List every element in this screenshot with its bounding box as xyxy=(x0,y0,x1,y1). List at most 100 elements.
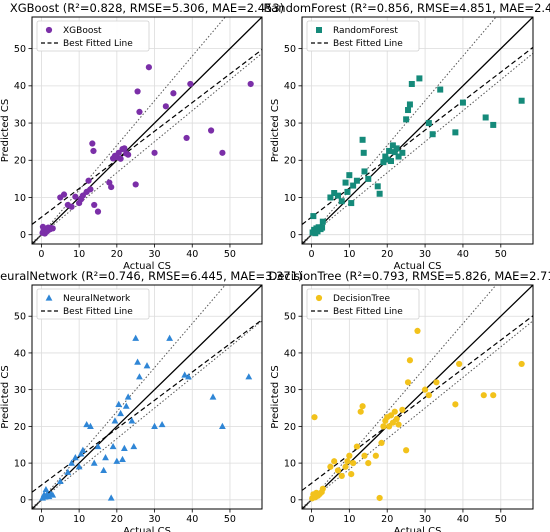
y-tick-label: 40 xyxy=(284,81,296,92)
data-point xyxy=(108,183,115,191)
data-point xyxy=(49,491,57,498)
plot-frame xyxy=(301,284,534,510)
legend-box xyxy=(36,20,150,52)
data-point xyxy=(376,494,383,502)
y-tick-label: 30 xyxy=(284,385,296,396)
legend-label-fit: Best Fitted Line xyxy=(333,39,403,49)
x-tick-label: 30 xyxy=(148,514,160,525)
data-point xyxy=(346,172,353,179)
data-point xyxy=(348,200,355,207)
data-point xyxy=(482,114,489,121)
data-point xyxy=(353,443,361,450)
data-point xyxy=(416,75,423,82)
data-point xyxy=(437,86,444,93)
x-axis-label: Actual CS xyxy=(123,526,171,532)
legend: NeuralNetwork Best Fitted Line xyxy=(36,288,150,320)
data-point xyxy=(247,80,254,88)
data-point xyxy=(350,459,357,467)
y-axis-label: Predicted CS xyxy=(0,365,11,428)
data-point xyxy=(387,158,394,165)
data-point xyxy=(376,190,383,197)
x-tick-label: 30 xyxy=(419,249,431,260)
data-point xyxy=(490,392,497,399)
data-point xyxy=(121,145,128,152)
data-point xyxy=(209,393,217,400)
data-point xyxy=(117,409,125,417)
data-point xyxy=(79,446,87,453)
y-tick-label: 40 xyxy=(14,348,26,359)
data-point xyxy=(386,147,393,154)
data-point xyxy=(459,99,466,106)
data-point xyxy=(372,452,379,459)
y-tick-label: 20 xyxy=(14,156,26,167)
x-tick-label: 0 xyxy=(38,514,44,525)
best-fitted-line xyxy=(32,49,262,225)
plot-frame xyxy=(301,16,534,245)
data-point xyxy=(384,156,391,163)
data-point xyxy=(393,145,400,152)
data-point xyxy=(219,422,226,429)
data-point xyxy=(113,457,121,464)
data-point xyxy=(359,403,366,410)
data-point xyxy=(183,134,190,142)
data-point xyxy=(310,213,317,220)
data-point xyxy=(120,444,128,452)
data-point xyxy=(151,422,158,429)
data-point xyxy=(145,64,152,71)
data-point xyxy=(181,371,189,378)
data-point xyxy=(166,334,174,341)
chart-title: XGBoost (R²=0.828, RMSE=5.306, MAE=2.453… xyxy=(10,1,284,15)
chart-panel: 0 10 20 30 40 50 0 10 20 30 40 50 RandomForest (R²=0… xyxy=(264,1,550,272)
data-point xyxy=(132,181,139,188)
data-point xyxy=(187,80,194,88)
identity-line xyxy=(302,17,533,244)
y-tick-label: 40 xyxy=(14,81,26,92)
y-tick-label: 20 xyxy=(14,422,26,433)
data-point xyxy=(344,458,351,465)
data-point xyxy=(406,357,414,364)
data-point xyxy=(380,159,387,166)
data-point xyxy=(391,149,398,156)
y-tick-label: 40 xyxy=(284,348,296,359)
y-axis-label: Predicted CS xyxy=(270,99,281,162)
chart-panel: 0 10 20 30 40 50 0 10 20 30 40 50 NeuralNetwork (R²=… xyxy=(0,269,303,532)
legend-box xyxy=(306,20,420,52)
data-point xyxy=(124,393,132,400)
data-point xyxy=(327,463,334,470)
y-tick-label: 50 xyxy=(284,312,296,323)
data-point xyxy=(480,392,487,399)
y-tick-label: 0 xyxy=(290,495,296,506)
data-point xyxy=(125,151,132,158)
data-point xyxy=(64,468,72,475)
plot-frame xyxy=(31,16,263,245)
data-point xyxy=(83,420,91,428)
legend-label-fit: Best Fitted Line xyxy=(63,39,133,49)
x-tick-label: 50 xyxy=(224,249,236,260)
y-tick-label: 20 xyxy=(284,156,296,167)
plot-frame xyxy=(31,284,263,510)
data-point xyxy=(348,471,355,478)
x-axis-label: Actual CS xyxy=(394,261,442,272)
x-axis-label: Actual CS xyxy=(394,526,442,532)
data-point xyxy=(360,149,367,156)
lower-band-line xyxy=(302,52,533,243)
legend-label-fit: Best Fitted Line xyxy=(63,307,133,317)
y-tick-label: 0 xyxy=(20,230,26,241)
data-point xyxy=(185,373,192,380)
data-points xyxy=(309,327,525,502)
data-point xyxy=(136,108,143,115)
data-point xyxy=(115,400,123,407)
data-point xyxy=(314,228,321,235)
data-point xyxy=(425,120,432,127)
x-tick-label: 0 xyxy=(308,514,314,525)
data-point xyxy=(94,208,102,215)
data-point xyxy=(389,142,396,149)
data-point xyxy=(111,417,119,424)
legend-label-fit: Best Fitted Line xyxy=(333,307,403,317)
data-point xyxy=(353,177,360,184)
x-tick-label: 0 xyxy=(38,249,44,260)
data-point xyxy=(134,358,141,365)
data-point xyxy=(151,149,158,156)
data-point xyxy=(128,417,136,424)
y-tick-label: 30 xyxy=(284,118,296,129)
